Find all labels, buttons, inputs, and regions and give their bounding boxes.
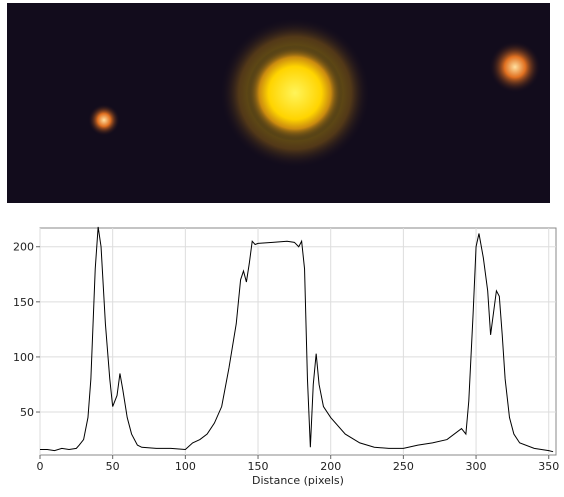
- x-tick-label: 200: [320, 460, 341, 473]
- data-line: [40, 226, 554, 453]
- x-tick-label: 300: [466, 460, 487, 473]
- y-tick-label: 200: [13, 241, 34, 254]
- x-tick-label: 150: [248, 460, 269, 473]
- x-tick-label: 50: [106, 460, 120, 473]
- plot-frame: [39, 227, 557, 456]
- x-axis-label: Distance (pixels): [252, 474, 344, 487]
- y-tick-label: 50: [20, 406, 34, 419]
- x-tick-label: 250: [393, 460, 414, 473]
- x-tick-label: 350: [538, 460, 559, 473]
- x-tick-label: 0: [37, 460, 44, 473]
- x-tick-label: 100: [175, 460, 196, 473]
- photo: [7, 3, 550, 203]
- y-tick-label: 150: [13, 296, 34, 309]
- y-tick-label: 100: [13, 351, 34, 364]
